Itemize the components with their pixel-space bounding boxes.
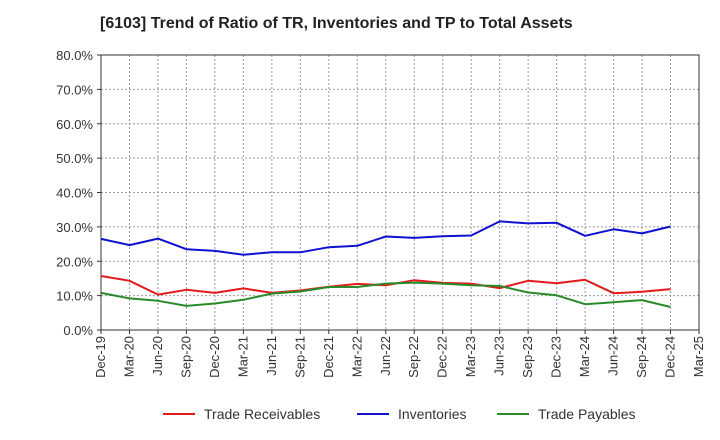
y-tick-label: 40.0% (56, 186, 93, 201)
x-tick-label: Sep-21 (292, 336, 307, 378)
x-tick-label: Mar-24 (577, 336, 592, 377)
y-tick-label: 0.0% (63, 323, 93, 338)
legend-label: Inventories (398, 406, 466, 422)
x-tick-label: Dec-23 (549, 336, 564, 378)
series-line-inventories (100, 220, 671, 256)
x-tick-label: Mar-20 (121, 336, 136, 377)
x-tick-label: Mar-23 (463, 336, 478, 377)
chart-title: [6103] Trend of Ratio of TR, Inventories… (100, 15, 573, 32)
y-tick-label: 30.0% (56, 220, 93, 235)
x-tick-label: Sep-24 (634, 336, 649, 378)
y-tick-label: 70.0% (56, 82, 93, 97)
plot-area-border (100, 54, 700, 331)
x-tick-label: Mar-21 (235, 336, 250, 377)
x-tick-label: Dec-20 (207, 336, 222, 378)
y-tick-label: 10.0% (56, 289, 93, 304)
y-tick-label: 50.0% (56, 151, 93, 166)
y-tick-label: 60.0% (56, 117, 93, 132)
legend-label: Trade Payables (538, 406, 636, 422)
x-tick-label: Mar-22 (349, 336, 364, 377)
y-tick-label: 20.0% (56, 254, 93, 269)
series-line-trade-payables (100, 281, 671, 308)
x-tick-label: Jun-22 (378, 336, 393, 376)
x-tick-label: Sep-20 (178, 336, 193, 378)
x-tick-label: Jun-21 (264, 336, 279, 376)
x-tick-label: Jun-20 (150, 336, 165, 376)
x-tick-label: Dec-22 (435, 336, 450, 378)
x-tick-label: Dec-24 (663, 336, 678, 378)
x-tick-label: Dec-19 (93, 336, 108, 378)
x-tick-label: Jun-24 (606, 336, 621, 376)
x-tick-label: Mar-25 (691, 336, 706, 377)
x-tick-label: Sep-22 (406, 336, 421, 378)
y-tick-label: 80.0% (56, 48, 93, 63)
x-tick-label: Dec-21 (321, 336, 336, 378)
x-tick-label: Sep-23 (520, 336, 535, 378)
legend-label: Trade Receivables (204, 406, 320, 422)
x-tick-label: Jun-23 (492, 336, 507, 376)
series-line-trade-receivables (100, 275, 671, 296)
